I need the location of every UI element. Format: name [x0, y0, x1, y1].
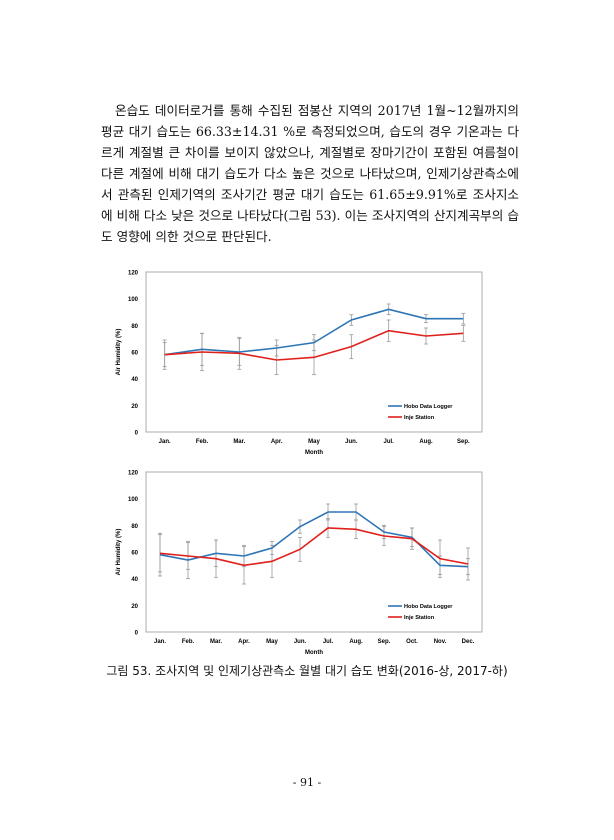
x-tick-label: Mar.	[233, 439, 245, 445]
x-tick-label: Jul.	[323, 639, 334, 645]
paragraph-text: 온습도 데이터로거를 통해 수집된 점봉산 지역의 2017년 1월~12월까지…	[101, 103, 519, 244]
x-tick-label: May	[266, 639, 278, 645]
series-line-hobo-data-logger	[164, 308, 464, 356]
y-tick-label: 0	[135, 631, 139, 637]
x-tick-label: Oct.	[406, 639, 418, 645]
legend-label: Hobo Data Logger	[404, 404, 453, 410]
x-tick-label: Feb.	[196, 439, 209, 445]
y-tick-label: 100	[128, 497, 139, 503]
x-tick-label: Jul.	[383, 439, 394, 445]
y-tick-label: 120	[128, 271, 139, 277]
body-paragraph: 온습도 데이터로거를 통해 수집된 점봉산 지역의 2017년 1월~12월까지…	[101, 100, 519, 247]
page-number: - 91 -	[292, 776, 322, 789]
x-tick-label: May	[308, 439, 320, 445]
x-axis-label: Month	[305, 650, 323, 656]
legend-label: Inje Station	[404, 415, 435, 421]
x-tick-label: Sep.	[378, 639, 391, 645]
x-tick-label: Nov.	[434, 639, 447, 645]
y-tick-label: 100	[128, 297, 139, 303]
figure-caption: 그림 53. 조사지역 및 인제기상관측소 월별 대기 습도 변화(2016-상…	[106, 664, 508, 678]
x-tick-label: Feb.	[182, 639, 195, 645]
series-line-inje-station	[159, 527, 469, 567]
legend-label: Hobo Data Logger	[404, 604, 453, 610]
plot-area	[145, 471, 483, 633]
x-tick-label: Jan.	[154, 639, 166, 645]
series-line-inje-station	[164, 329, 464, 361]
y-axis-label: Air Humidity (%)	[116, 329, 122, 376]
x-tick-label: Apr.	[271, 439, 283, 445]
y-tick-label: 0	[135, 431, 139, 437]
x-tick-label: Apr.	[238, 639, 250, 645]
x-tick-label: Sep.	[457, 439, 470, 445]
chart-2016-humidity: 0 20 40 60 80 100 120 Jan. Feb. Mar. Apr. May Jun. Ju…	[116, 271, 483, 456]
y-tick-label: 40	[131, 577, 138, 583]
legend-label: Inje Station	[404, 615, 435, 621]
y-tick-label: 60	[131, 351, 138, 357]
x-axis-label: Month	[305, 450, 323, 456]
x-tick-label: Aug.	[419, 439, 433, 445]
y-tick-label: 40	[131, 377, 138, 383]
plot-area	[145, 271, 483, 433]
y-tick-label: 20	[131, 404, 138, 410]
y-tick-label: 60	[131, 551, 138, 557]
x-tick-label: Dec.	[462, 639, 475, 645]
y-tick-label: 80	[131, 524, 138, 530]
x-tick-label: Jun.	[294, 639, 307, 645]
x-tick-label: Jun.	[345, 439, 358, 445]
x-tick-label: Aug.	[349, 639, 363, 645]
y-tick-label: 20	[131, 604, 138, 610]
x-tick-label: Jan.	[159, 439, 171, 445]
x-tick-label: Mar.	[210, 639, 222, 645]
y-tick-label: 120	[128, 471, 139, 477]
chart-2017-humidity: 0 20 40 60 80 100 120 Jan. Feb. Mar. Apr. May Jun. Ju…	[116, 471, 483, 656]
y-tick-label: 80	[131, 324, 138, 330]
y-axis-label: Air Humidity (%)	[116, 529, 122, 576]
